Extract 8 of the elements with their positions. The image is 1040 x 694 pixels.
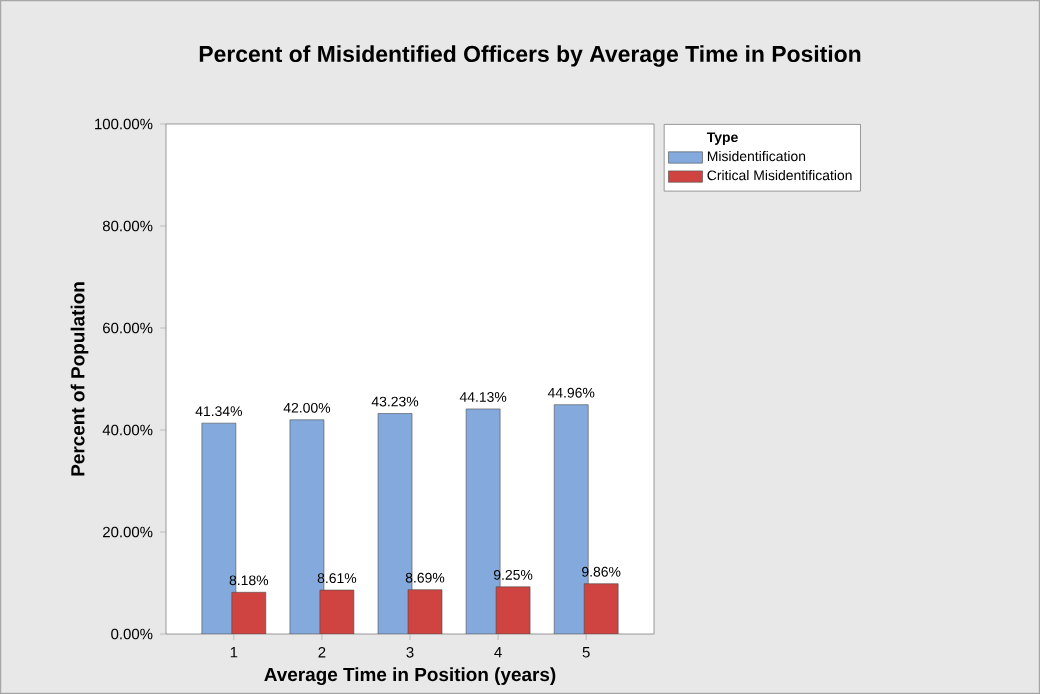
bar [583, 583, 619, 634]
y-axis-title: Percent of Population [70, 282, 89, 476]
bar [496, 586, 531, 634]
bar [319, 590, 354, 634]
bar [231, 592, 266, 634]
chart-title: Percent of Misidentified Officers by Average Time in Position [199, 45, 861, 67]
bar [407, 589, 442, 634]
x-axis-title: Average Time in Position (years) [264, 667, 556, 686]
